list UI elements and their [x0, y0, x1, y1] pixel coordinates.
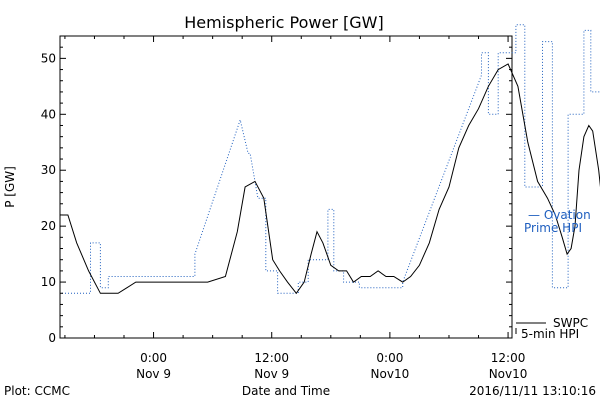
y-tick-label: 20: [41, 219, 56, 233]
y-tick-label: 50: [41, 51, 56, 65]
legend-ovation-line2: Prime HPI: [524, 221, 582, 235]
x-tick-label-date: Nov10: [371, 367, 410, 381]
y-tick-label: 40: [41, 107, 56, 121]
plot-area-frame: [59, 35, 513, 339]
x-tick-label-time: 12:00: [491, 351, 526, 365]
x-tick-label-date: Nov 9: [254, 367, 289, 381]
chart-title: Hemispheric Power [GW]: [184, 13, 383, 32]
series-ovation-prime-line: [62, 24, 600, 294]
series-layer: [62, 24, 600, 295]
y-tick-label: 30: [41, 163, 56, 177]
x-tick-label-time: 0:00: [376, 351, 403, 365]
x-axis-label: Date and Time: [242, 384, 330, 398]
x-tick-label-time: 0:00: [140, 351, 167, 365]
x-tick-label-time: 12:00: [254, 351, 289, 365]
series-swpc-line: [62, 63, 600, 295]
x-tick-label-date: Nov 9: [136, 367, 171, 381]
legend-swpc-line2: 5-min HPI: [521, 327, 579, 341]
x-tick-label-date: Nov10: [489, 367, 528, 381]
plot-credit: Plot: CCMC: [4, 384, 70, 398]
legend-swpc-line1: SWPC: [553, 316, 588, 330]
y-tick-label: 0: [48, 331, 56, 345]
y-tick-label: 10: [41, 275, 56, 289]
y-axis-label: P [GW]: [3, 166, 17, 208]
legend-ovation-line1: — Ovation: [528, 208, 591, 222]
legend: — Ovation Prime HPI SWPC 5-min HPI: [515, 208, 591, 341]
y-axis: 0 10 20 30 40 50: [41, 46, 512, 345]
plot-timestamp: 2016/11/11 13:10:16: [469, 384, 596, 398]
